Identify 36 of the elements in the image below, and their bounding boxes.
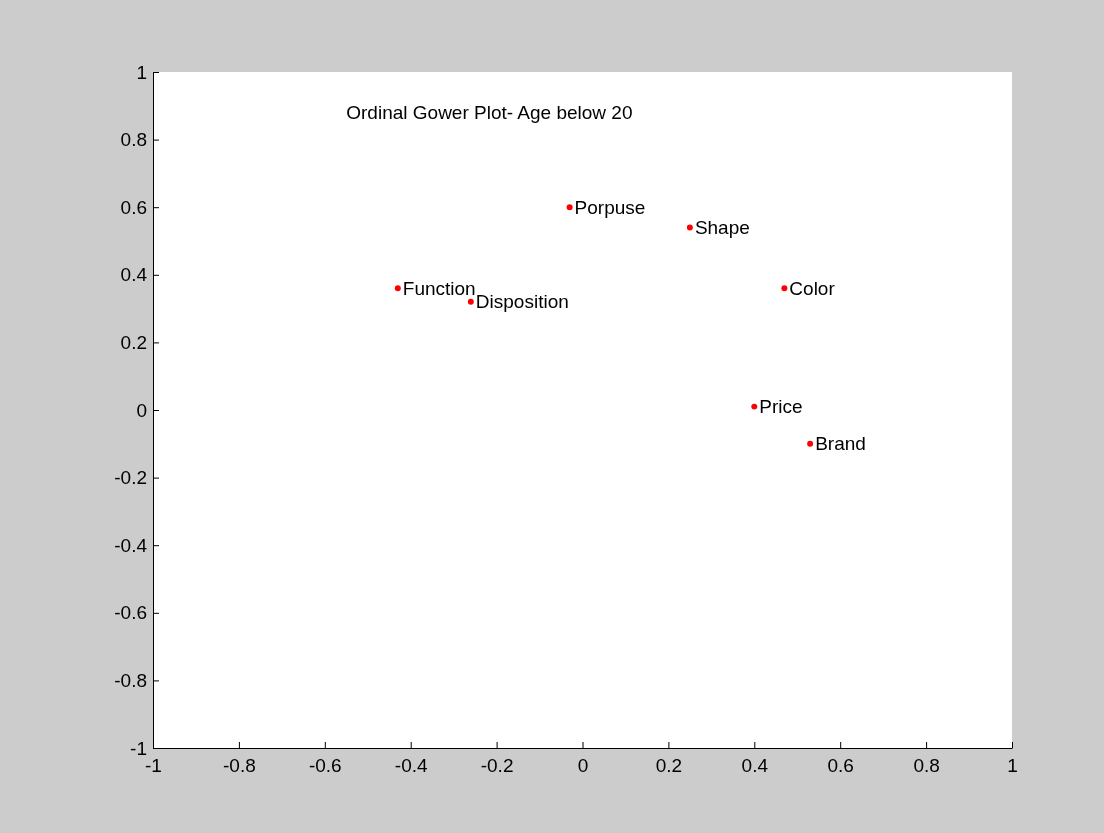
x-tick-label: 0.6 [827, 754, 854, 776]
y-tick-label: 1 [136, 61, 147, 83]
annotation: Brand [815, 433, 866, 455]
point [566, 204, 573, 211]
point [751, 403, 758, 410]
y-tick-label: 0.4 [120, 264, 148, 286]
x-tick-label: 0.8 [913, 754, 940, 776]
y-tick-label: 0.8 [120, 129, 147, 151]
annotation: Function [402, 277, 476, 299]
point [394, 285, 401, 292]
x-tick-label: -0.6 [308, 754, 342, 776]
point [467, 298, 474, 305]
point [807, 440, 814, 447]
x-tick-label: -0.4 [394, 754, 428, 776]
x-tick-label: -0.8 [223, 754, 256, 776]
y-tick-label: -0.8 [114, 669, 147, 691]
text: Ordinal Gower Plot- Age below 20 [346, 102, 633, 124]
y-tick-label: 0.2 [120, 331, 147, 353]
point [781, 285, 788, 292]
x-tick-label: 0.4 [741, 754, 769, 776]
point [686, 224, 693, 231]
x-tick-label: -0.2 [480, 754, 514, 776]
x-tick-label: 0 [577, 754, 589, 776]
y-tick-label: 0 [136, 399, 147, 421]
x-tick-label: 1 [1007, 754, 1018, 776]
annotation: Shape [694, 217, 750, 239]
y-tick-label: -0.4 [114, 534, 148, 556]
annotation: Disposition [475, 291, 569, 313]
annotation: Color [789, 277, 836, 299]
annotation: Price [759, 396, 803, 418]
y-tick-label: -0.6 [114, 602, 147, 624]
y-tick-label: -0.2 [114, 467, 147, 489]
annotation: Porpuse [574, 196, 646, 218]
x-tick-label: 0.2 [655, 754, 683, 776]
y-tick-label: 0.6 [120, 196, 147, 218]
y-tick-label: -1 [130, 737, 147, 759]
